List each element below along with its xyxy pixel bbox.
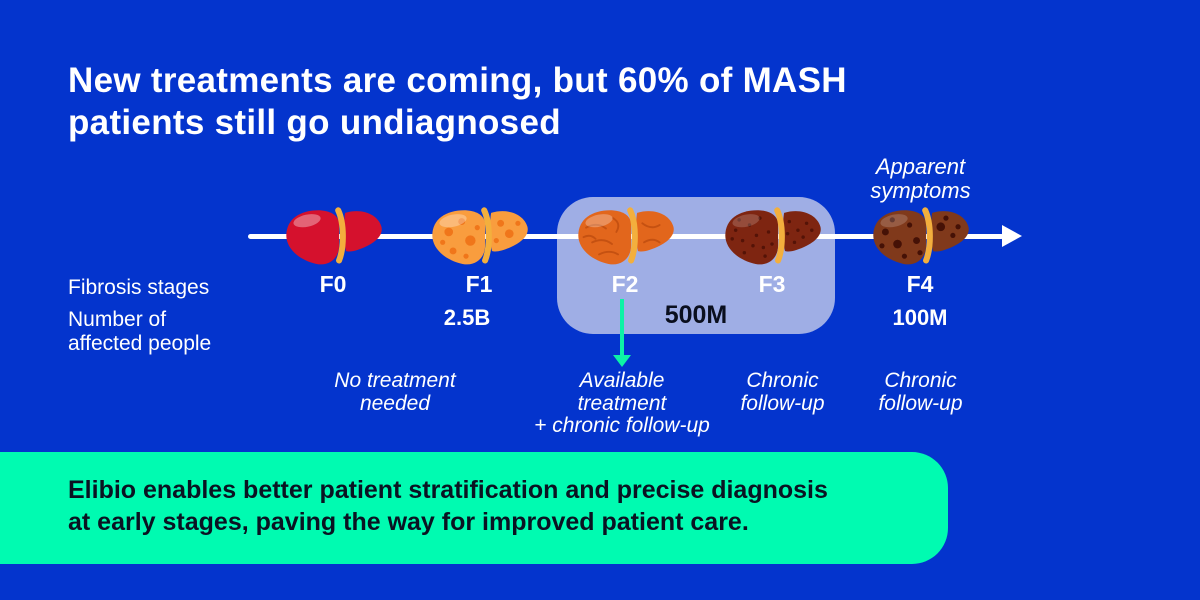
fatty-spots [440,218,521,259]
people-count-f2-f3: 500M [664,301,728,329]
f2-down-arrowhead-icon [613,355,631,367]
stage-label-f4: F4 [906,271,934,297]
fibrosis-wrinkles [582,217,661,256]
stage-label-f1: F1 [465,271,493,297]
stage-label-f0: F0 [319,271,347,297]
people-count-f1: 2.5B [443,305,491,330]
note-no-treatment: No treatment needed [334,369,456,415]
f2-down-arrow [620,299,624,356]
note-chronic-followup-f4: Chronic follow-up [878,369,963,415]
fibrotic-liver-icon [578,207,674,265]
severe-fibrosis-liver-icon [725,207,821,265]
apparent-symptoms-label: Apparent symptoms [870,154,971,204]
page-title: New treatments are coming, but 60% of MA… [68,61,847,142]
note-available-treatment: Available treatment + chronic follow-up [534,369,710,438]
note-chronic-followup-f3: Chronic follow-up [740,369,825,415]
stage-label-f3: F3 [758,271,786,297]
row-label-affected-people: Number of affected people [68,308,212,355]
elibio-banner: Elibio enables better patient stratifica… [0,452,948,564]
people-count-f4: 100M [892,305,948,330]
cirrhosis-spots [879,215,961,259]
cirrhotic-liver-icon [873,207,969,265]
stage-label-f2: F2 [611,271,639,297]
elibio-banner-text: Elibio enables better patient stratifica… [68,476,828,536]
timeline-arrowhead-icon [1002,225,1022,247]
fatty-liver-icon [432,207,528,265]
fibrosis-dots [730,216,814,258]
row-label-fibrosis-stages: Fibrosis stages [68,276,210,299]
healthy-liver-icon [286,207,382,265]
